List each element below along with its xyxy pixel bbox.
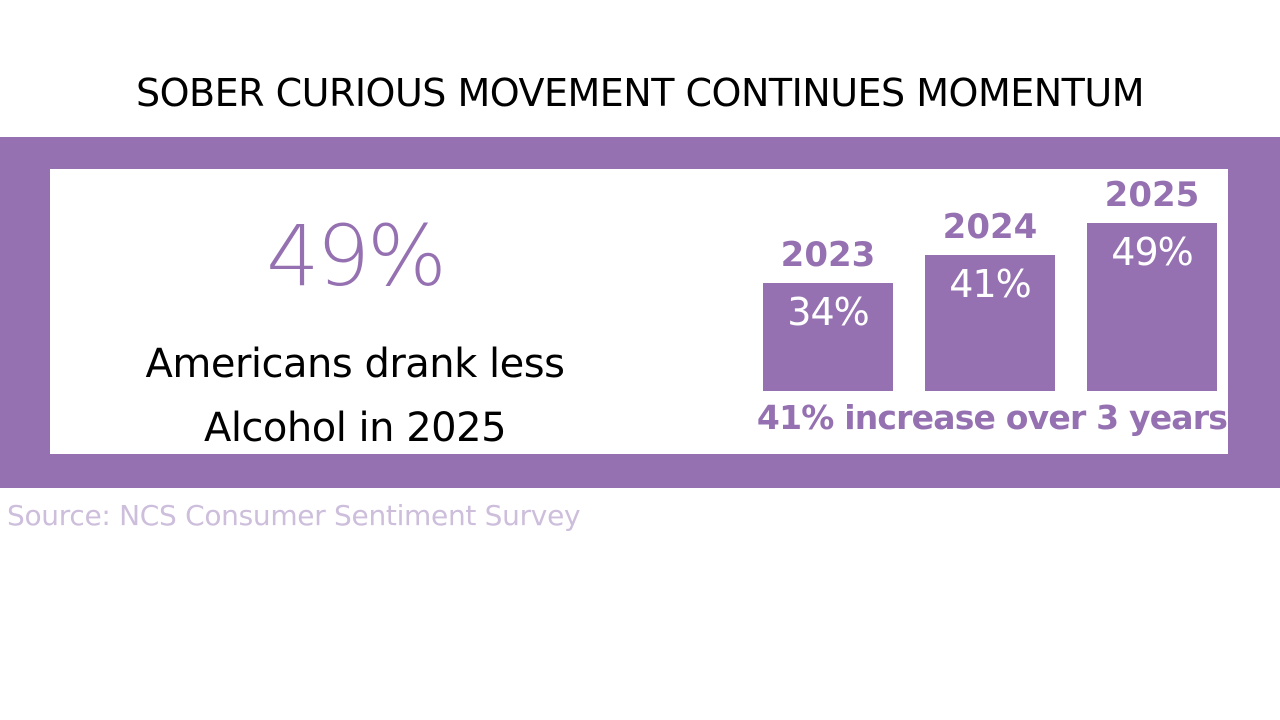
- headline-caption: Americans drank less Alcohol in 2025: [95, 332, 615, 460]
- category-label-2023: 2023: [781, 235, 876, 275]
- value-label-2023: 34%: [787, 290, 868, 334]
- bar-2024: [925, 255, 1055, 391]
- bar-2023: [763, 283, 893, 391]
- category-label-2024: 2024: [943, 207, 1038, 247]
- category-label-2025: 2025: [1105, 175, 1200, 215]
- page-title: SOBER CURIOUS MOVEMENT CONTINUES MOMENTU…: [136, 71, 1145, 115]
- headline-caption-line-2: Alcohol in 2025: [203, 405, 507, 451]
- headline-stat: 49%: [266, 207, 447, 305]
- source-note: Source: NCS Consumer Sentiment Survey: [7, 499, 581, 532]
- chart-annotation: 41% increase over 3 years: [757, 398, 1227, 437]
- value-label-2024: 41%: [949, 262, 1030, 306]
- bar-2025: [1087, 223, 1217, 391]
- value-label-2025: 49%: [1111, 230, 1192, 274]
- headline-caption-line-1: Americans drank less: [145, 341, 565, 387]
